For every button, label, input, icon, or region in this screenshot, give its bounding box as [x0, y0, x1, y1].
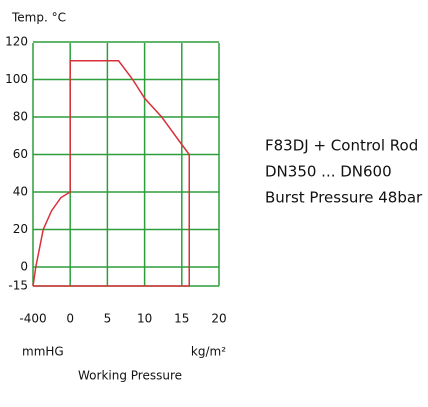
x-tick-label: 20 [211, 312, 226, 326]
x-axis-title: Working Pressure [78, 369, 182, 383]
x-tick-label: 5 [104, 312, 112, 326]
boundary-line [32, 60, 190, 287]
x-unit-left: mmHG [22, 345, 64, 359]
y-tick-label: 60 [13, 147, 28, 161]
x-tick-label: 0 [66, 312, 74, 326]
annotation: Burst Pressure 48bar [265, 189, 423, 207]
y-tick-label: -15 [8, 279, 28, 293]
y-tick-label: 40 [13, 185, 28, 199]
annotation: F83DJ + Control Rod [265, 137, 418, 155]
y-tick-label: 20 [13, 222, 28, 236]
y-tick-label: 100 [5, 72, 28, 86]
y-tick-label: 80 [13, 110, 28, 124]
x-unit-right: kg/m² [191, 345, 226, 359]
x-tick-label: 10 [137, 312, 152, 326]
annotation: DN350 ... DN600 [265, 163, 392, 181]
y-axis-title: Temp. °C [11, 11, 66, 25]
y-tick-label: 120 [5, 35, 28, 49]
x-tick-label: -400 [19, 312, 46, 326]
y-tick-label: 0 [20, 260, 28, 274]
x-tick-label: 15 [174, 312, 189, 326]
